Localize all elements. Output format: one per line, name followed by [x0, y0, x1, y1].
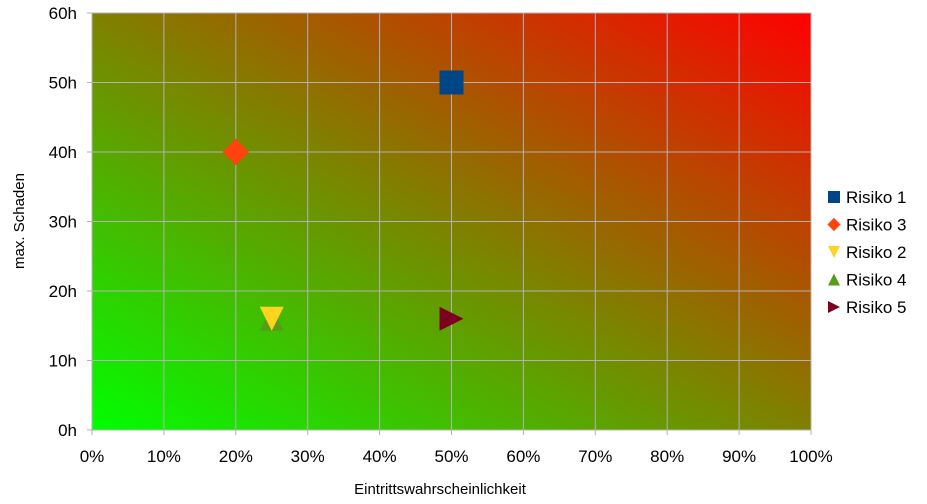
- y-tick-label: 60h: [49, 4, 77, 23]
- x-tick-label: 70%: [578, 447, 612, 466]
- x-tick-label: 10%: [147, 447, 181, 466]
- data-point-risiko-2: [259, 306, 284, 331]
- data-point-risiko-5: [439, 306, 464, 331]
- x-tick-label: 60%: [506, 447, 540, 466]
- legend-marker: [828, 191, 840, 203]
- y-tick-label: 10h: [49, 352, 77, 371]
- legend-marker: [828, 246, 840, 258]
- legend-label: Risiko 1: [846, 188, 906, 207]
- data-point-risiko-3: [222, 138, 249, 166]
- y-tick-label: 50h: [49, 74, 77, 93]
- grid-lines: [87, 12, 812, 435]
- y-axis-title: max. Schaden: [11, 173, 28, 269]
- y-tick-label: 40h: [49, 143, 77, 162]
- legend-label: Risiko 2: [846, 243, 906, 262]
- legend-marker: [828, 301, 840, 313]
- x-tick-label: 30%: [291, 447, 325, 466]
- x-tick-label: 20%: [219, 447, 253, 466]
- x-tick-label: 100%: [789, 447, 832, 466]
- data-point-risiko-1: [439, 70, 464, 95]
- x-axis-title: Eintrittswahrscheinlichkeit: [354, 481, 527, 498]
- x-tick-label: 80%: [650, 447, 684, 466]
- x-tick-label: 90%: [722, 447, 756, 466]
- y-tick-label: 30h: [49, 213, 77, 232]
- legend: Risiko 1 Risiko 3 Risiko 2 Risiko 4 Risiko 5: [827, 188, 906, 317]
- legend-marker: [827, 217, 841, 232]
- legend-label: Risiko 4: [846, 271, 906, 290]
- legend-marker: [828, 273, 840, 286]
- x-tick-label: 40%: [363, 447, 397, 466]
- y-tick-label: 0h: [58, 421, 77, 440]
- legend-label: Risiko 5: [846, 298, 906, 317]
- x-tick-label: 50%: [434, 447, 468, 466]
- legend-label: Risiko 3: [846, 216, 906, 235]
- y-tick-label: 20h: [49, 282, 77, 301]
- data-points: [222, 70, 464, 331]
- axis-ticks: 0% 10% 20% 30% 40% 50% 60% 70% 80% 90% 100% 0h 10h 20…: [49, 4, 833, 466]
- x-tick-label: 0%: [80, 447, 105, 466]
